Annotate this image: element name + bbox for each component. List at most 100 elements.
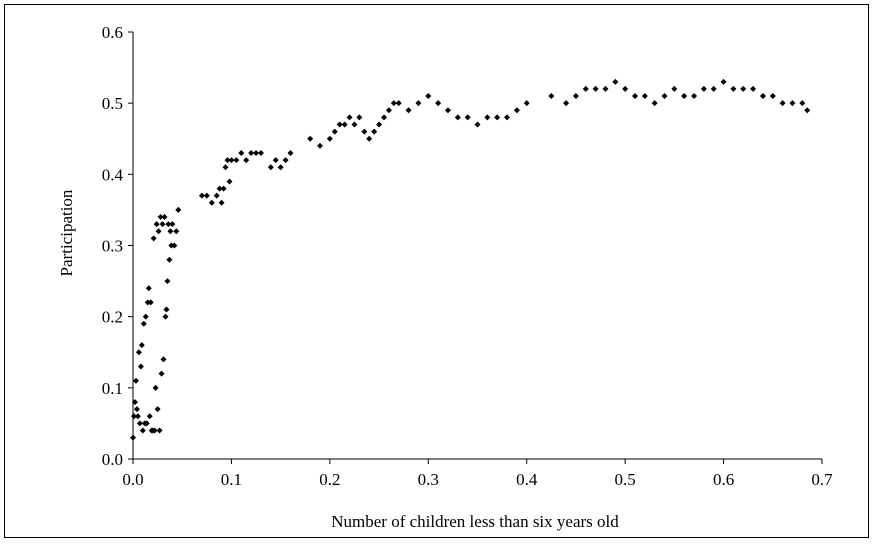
x-tick-label: 0.1 xyxy=(221,470,242,489)
data-point xyxy=(622,85,629,92)
data-point xyxy=(277,164,284,171)
x-tick-label: 0.0 xyxy=(122,470,143,489)
data-point xyxy=(346,114,353,121)
data-point xyxy=(158,370,165,377)
data-point xyxy=(548,93,555,100)
data-point xyxy=(166,256,173,263)
data-point xyxy=(563,100,570,107)
data-point xyxy=(198,192,205,199)
data-point xyxy=(804,107,811,114)
data-point xyxy=(789,100,796,107)
data-point xyxy=(135,349,142,356)
data-point xyxy=(602,85,609,92)
data-point xyxy=(153,221,160,228)
data-point xyxy=(248,149,255,156)
data-point xyxy=(216,185,223,192)
data-point xyxy=(484,114,491,121)
data-point xyxy=(631,93,638,100)
y-tick-label: 0.5 xyxy=(102,94,123,113)
data-point xyxy=(454,114,461,121)
data-point xyxy=(138,342,145,349)
x-tick-label: 0.6 xyxy=(713,470,734,489)
data-point xyxy=(376,121,383,128)
data-point xyxy=(691,93,698,100)
data-point xyxy=(253,149,260,156)
data-point xyxy=(390,100,397,107)
data-point xyxy=(171,242,178,249)
y-tick-label: 0.3 xyxy=(102,237,123,256)
data-point xyxy=(157,214,164,221)
data-point xyxy=(769,93,776,100)
y-axis-ticks: 0.0 0.1 0.2 0.3 0.4 0.5 0.6 xyxy=(102,23,133,469)
data-point xyxy=(307,135,314,142)
data-point xyxy=(150,235,157,242)
data-point xyxy=(287,149,294,156)
data-point xyxy=(523,100,530,107)
data-point xyxy=(366,135,373,142)
data-point xyxy=(257,149,264,156)
data-point xyxy=(341,121,348,128)
y-axis-label: Participation xyxy=(57,189,76,276)
x-axis-ticks: 0.0 0.1 0.2 0.3 0.4 0.5 0.6 0.7 xyxy=(122,459,833,489)
data-point xyxy=(380,114,387,121)
y-tick-label: 0.2 xyxy=(102,308,123,327)
data-point xyxy=(356,114,363,121)
data-point xyxy=(385,107,392,114)
data-point xyxy=(243,157,250,164)
data-point xyxy=(641,93,648,100)
x-tick-label: 0.4 xyxy=(516,470,538,489)
data-point xyxy=(710,85,717,92)
data-point xyxy=(163,306,170,313)
y-tick-label: 0.0 xyxy=(102,450,123,469)
data-point xyxy=(572,93,579,100)
data-point xyxy=(160,356,167,363)
data-point xyxy=(213,192,220,199)
data-point xyxy=(175,206,182,213)
data-point xyxy=(132,377,139,384)
data-point xyxy=(151,427,158,434)
data-point xyxy=(282,157,289,164)
data-point xyxy=(155,228,162,235)
data-point xyxy=(203,192,210,199)
data-point xyxy=(331,128,338,135)
data-point xyxy=(136,420,143,427)
data-point xyxy=(371,128,378,135)
data-point xyxy=(145,285,152,292)
data-point xyxy=(612,78,619,85)
data-point xyxy=(799,100,806,107)
data-point xyxy=(592,85,599,92)
data-point xyxy=(317,142,324,149)
x-tick-label: 0.3 xyxy=(418,470,439,489)
data-point xyxy=(165,221,172,228)
plot-area: 0.0 0.1 0.2 0.3 0.4 0.5 0.6 0.7 0.0 0.1 0.2 0.3 0.4… xyxy=(102,23,833,489)
data-point xyxy=(326,135,333,142)
data-point xyxy=(147,299,154,306)
y-tick-label: 0.1 xyxy=(102,379,123,398)
data-point xyxy=(464,114,471,121)
data-point xyxy=(162,313,169,320)
data-point xyxy=(415,100,422,107)
data-point xyxy=(474,121,481,128)
data-point xyxy=(395,100,402,107)
data-point xyxy=(133,406,140,413)
data-point xyxy=(238,149,245,156)
data-point xyxy=(651,100,658,107)
data-point xyxy=(750,85,757,92)
figure-frame xyxy=(4,4,869,538)
data-point xyxy=(444,107,451,114)
x-tick-label: 0.5 xyxy=(615,470,636,489)
data-point xyxy=(173,228,180,235)
y-tick-label: 0.6 xyxy=(102,23,123,42)
data-point xyxy=(720,78,727,85)
data-point xyxy=(130,434,136,441)
data-point xyxy=(336,121,343,128)
data-point xyxy=(140,320,147,327)
data-point xyxy=(139,427,146,434)
data-point xyxy=(272,157,279,164)
data-point xyxy=(220,185,227,192)
data-point xyxy=(405,107,412,114)
data-point xyxy=(131,399,138,406)
data-point xyxy=(504,114,511,121)
data-point xyxy=(226,178,233,185)
